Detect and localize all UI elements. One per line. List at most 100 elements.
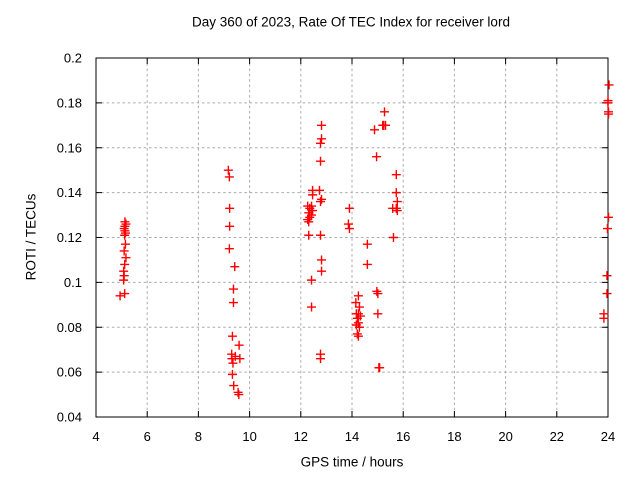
data-point-marker: [224, 172, 234, 182]
x-tick-label: 14: [345, 429, 359, 444]
data-point-marker: [307, 201, 317, 211]
data-point-marker: [121, 219, 131, 229]
x-tick-label: 16: [396, 429, 410, 444]
data-point-marker: [228, 358, 238, 368]
data-point-marker: [392, 206, 402, 216]
data-point-marker: [316, 138, 326, 148]
data-point-marker: [316, 156, 326, 166]
data-point-marker: [225, 203, 235, 213]
data-point-marker: [604, 109, 614, 119]
y-tick-label: 0.2: [64, 51, 82, 66]
data-point-marker: [373, 309, 383, 319]
data-point-marker: [602, 289, 612, 299]
x-tick-label: 18: [447, 429, 461, 444]
data-point-marker: [307, 210, 317, 220]
y-tick-label: 0.18: [57, 95, 82, 110]
data-point-marker: [225, 221, 235, 231]
data-point-marker: [388, 233, 398, 242]
data-point-marker: [304, 230, 314, 240]
y-tick-label: 0.04: [57, 410, 82, 425]
data-point-marker: [228, 298, 238, 308]
data-point-marker: [223, 165, 233, 175]
data-point-marker: [372, 286, 382, 296]
data-point-marker: [392, 197, 402, 207]
x-tick-label: 20: [498, 429, 512, 444]
data-point-marker: [353, 291, 363, 301]
data-point-marker: [380, 107, 390, 117]
data-point-marker: [307, 275, 317, 285]
data-point-marker: [391, 203, 401, 213]
data-point-marker: [344, 203, 354, 213]
data-point-marker: [120, 239, 130, 249]
data-point-marker: [229, 381, 239, 391]
data-point-marker: [227, 369, 237, 379]
data-point-marker: [602, 224, 612, 234]
y-tick-label: 0.1: [64, 275, 82, 290]
y-tick-label: 0.12: [57, 230, 82, 245]
x-tick-label: 8: [195, 429, 202, 444]
data-point-marker: [343, 219, 353, 229]
data-point-marker: [120, 217, 130, 227]
data-point-marker: [314, 185, 324, 195]
data-point-marker: [305, 212, 315, 222]
data-point-marker: [599, 313, 609, 323]
data-point-marker: [224, 244, 234, 254]
y-tick-label: 0.16: [57, 140, 82, 155]
data-point-marker: [317, 120, 327, 130]
x-tick-label: 6: [144, 429, 151, 444]
data-point-marker: [308, 190, 318, 200]
data-point-marker: [375, 363, 385, 373]
y-tick-label: 0.14: [57, 185, 82, 200]
data-point-marker: [362, 259, 372, 269]
data-point-marker: [372, 152, 382, 162]
data-point-marker: [353, 318, 363, 328]
data-point-marker: [391, 170, 401, 180]
data-point-marker: [354, 322, 364, 332]
data-point-marker: [303, 215, 313, 225]
data-point-marker: [234, 340, 244, 350]
data-point-marker: [233, 387, 243, 397]
data-point-marker: [307, 302, 317, 312]
data-point-marker: [235, 354, 245, 364]
x-tick-label: 12: [294, 429, 308, 444]
data-point-marker: [121, 253, 131, 263]
data-point-marker: [227, 331, 237, 341]
data-point-marker: [234, 390, 244, 400]
data-point-marker: [317, 194, 327, 204]
data-point-marker: [370, 125, 380, 135]
data-point-marker: [373, 289, 383, 299]
data-point-marker: [355, 311, 365, 321]
data-point-marker: [316, 197, 326, 207]
x-axis-label: GPS time / hours: [300, 454, 404, 470]
y-tick-label: 0.08: [57, 320, 82, 335]
data-point-marker: [604, 80, 614, 90]
data-point-marker: [391, 188, 401, 198]
chart-title: Day 360 of 2023, Rate Of TEC Index for r…: [192, 14, 510, 30]
data-point-marker: [119, 246, 129, 256]
data-point-marker: [120, 228, 130, 238]
data-point-marker: [317, 266, 327, 276]
data-point-marker: [353, 309, 363, 319]
data-point-marker: [353, 331, 363, 341]
x-tick-label: 22: [550, 429, 564, 444]
y-tick-label: 0.06: [57, 365, 82, 380]
data-point-marker: [316, 230, 326, 240]
data-point-marker: [119, 271, 129, 281]
data-point-marker: [308, 206, 318, 216]
data-point-marker: [603, 98, 613, 108]
data-point-marker: [354, 302, 364, 312]
data-point-marker: [115, 291, 125, 301]
data-point-marker: [317, 255, 327, 265]
data-point-marker: [362, 239, 372, 249]
data-point-marker: [316, 354, 326, 364]
data-point-marker: [602, 271, 612, 281]
x-tick-label: 4: [92, 429, 99, 444]
data-point-marker: [230, 262, 240, 272]
x-tick-label: 10: [242, 429, 256, 444]
data-point-marker: [317, 134, 327, 144]
data-point-marker: [344, 224, 354, 234]
data-point-marker: [304, 217, 314, 227]
data-point-marker: [230, 351, 240, 361]
